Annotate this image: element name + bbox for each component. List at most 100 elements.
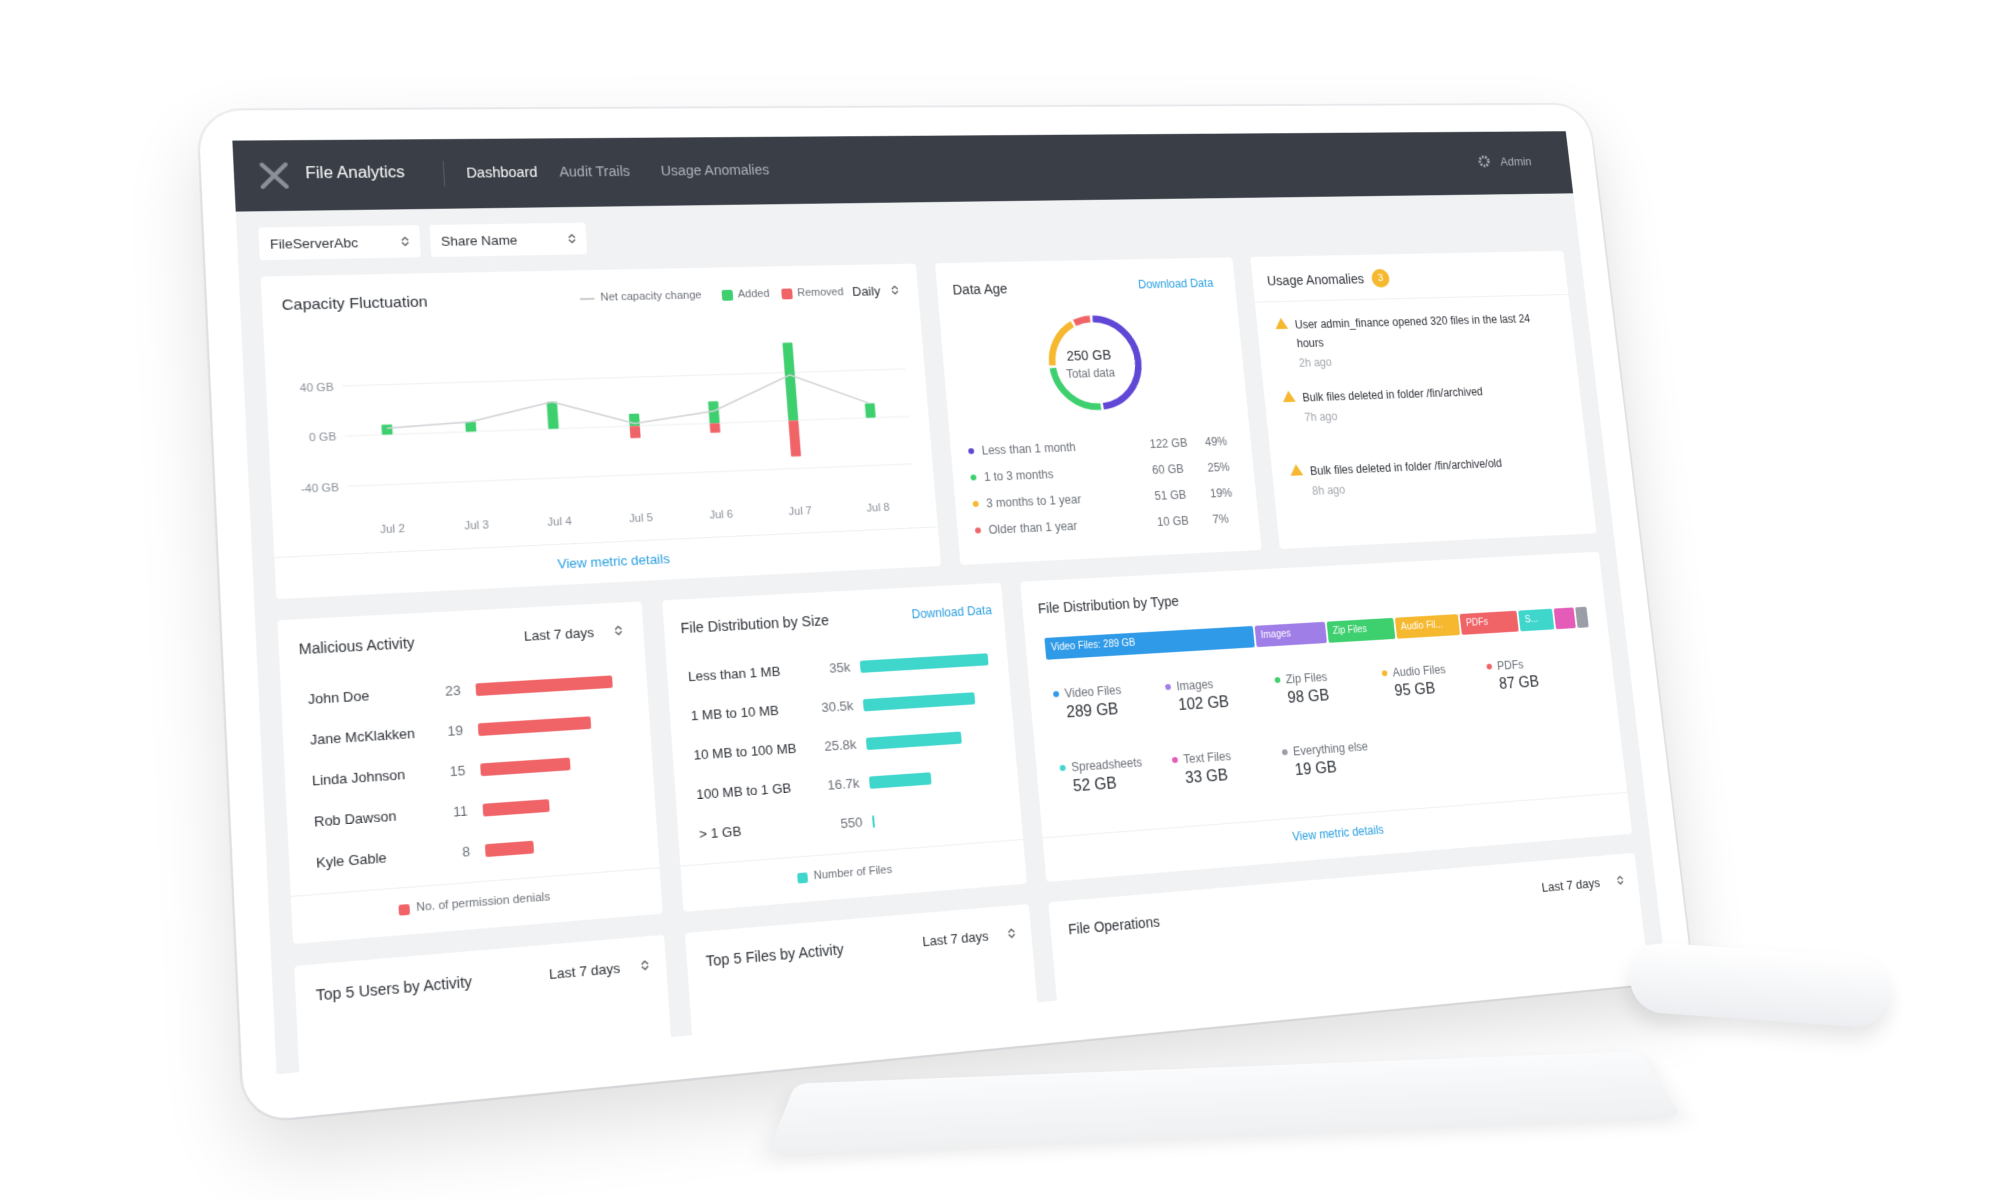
- age-label: Less than 1 month: [981, 440, 1077, 458]
- size-label: > 1 GB: [698, 823, 742, 842]
- stack-segment: Images: [1254, 621, 1327, 648]
- removed-bar: [788, 420, 802, 457]
- bar: [484, 840, 534, 858]
- nav-link[interactable]: Usage Anomalies: [660, 161, 770, 179]
- legend-label: Removed: [796, 286, 844, 300]
- chart-svg: [567, 233, 576, 245]
- stack-segment: PDFs: [1459, 610, 1520, 635]
- type-value: 19 GB: [1294, 759, 1338, 780]
- user-name: Jane McKlakken: [309, 725, 416, 748]
- bar: [859, 653, 989, 673]
- brand: File Analytics: [304, 164, 406, 183]
- type-value: 95 GB: [1393, 680, 1437, 700]
- type-value: 52 GB: [1072, 775, 1118, 796]
- x-tick-label: Jul 5: [629, 512, 654, 525]
- card-title: Malicious Activity: [298, 634, 416, 658]
- logo: [262, 164, 287, 186]
- stack-segment: Video Files: 289 GB: [1044, 625, 1255, 660]
- legend-dot: [970, 474, 977, 481]
- mouse: [1627, 941, 1893, 1029]
- count-label: 8: [461, 843, 471, 860]
- user-name: Rob Dawson: [313, 807, 397, 830]
- nav-divider: [442, 160, 446, 187]
- bar: [477, 716, 592, 737]
- activity-card: File Operations Last 7 days: [1048, 852, 1649, 1026]
- divider: [680, 838, 1024, 867]
- age-size: 122 GB: [1149, 436, 1188, 451]
- segment-label: Images: [1260, 628, 1292, 642]
- user-name: Kyle Gable: [315, 849, 388, 871]
- size-label: 1 MB to 10 MB: [690, 702, 780, 724]
- legend-dot: [1052, 690, 1060, 698]
- link[interactable]: Download Data: [1137, 276, 1214, 292]
- legend-swatch: [797, 872, 809, 884]
- age-size: 10 GB: [1156, 513, 1190, 529]
- anomalies-card: Usage Anomalies 3 User admin_finance opene…: [1250, 250, 1597, 550]
- bar: [872, 815, 876, 828]
- bar: [475, 675, 613, 697]
- stack-segment: Zip Files: [1326, 617, 1395, 643]
- x-tick-label: Jul 8: [866, 502, 890, 515]
- nav-link[interactable]: Audit Trails: [558, 163, 631, 180]
- chart-svg: [640, 959, 649, 973]
- type-name: Images: [1175, 677, 1214, 694]
- period-select[interactable]: Last 7 days: [1540, 875, 1601, 895]
- legend-label: Net capacity change: [600, 289, 702, 304]
- keyboard: [766, 1051, 1683, 1156]
- link[interactable]: Download Data: [911, 603, 993, 622]
- age-label: 3 months to 1 year: [985, 492, 1082, 511]
- added-bar: [546, 401, 559, 429]
- activity-card: Top 5 Users by Activity Last 7 days: [294, 934, 673, 1075]
- period-select[interactable]: Last 7 days: [548, 959, 621, 983]
- period-select[interactable]: Daily: [851, 283, 881, 299]
- filter-text: Share Name: [440, 232, 518, 249]
- card-title: Data Age: [951, 280, 1009, 298]
- x-tick-label: Jul 4: [547, 516, 572, 529]
- age-size: 51 GB: [1153, 487, 1187, 503]
- type-value: 98 GB: [1286, 687, 1330, 707]
- anomaly-text: Bulk files deleted in folder /fin/archiv…: [1309, 456, 1503, 478]
- period-select[interactable]: Last 7 days: [921, 928, 990, 950]
- nav-link[interactable]: Dashboard: [465, 164, 538, 181]
- grid-line: [348, 464, 913, 486]
- chart-svg: [401, 235, 410, 247]
- card-title: Top 5 Files by Activity: [705, 940, 845, 970]
- age-label: Older than 1 year: [988, 519, 1078, 537]
- bar: [480, 757, 571, 777]
- filter-select[interactable]: Share Name: [429, 222, 588, 258]
- sort-icon: [402, 237, 409, 245]
- card-title: Capacity Fluctuation: [281, 293, 429, 315]
- count-label: 19: [446, 722, 464, 740]
- legend-dot: [968, 448, 975, 455]
- legend-dot: [1164, 683, 1172, 691]
- segment-label: Video Files: 289 GB: [1050, 637, 1136, 654]
- period-select[interactable]: Last 7 days: [523, 624, 595, 644]
- type-name: Text Files: [1182, 749, 1232, 767]
- type-name: Everything else: [1292, 739, 1369, 759]
- divider: [1254, 293, 1569, 303]
- chart-svg: [1274, 317, 1289, 330]
- count-label: 23: [444, 682, 462, 699]
- chart-svg: [614, 624, 623, 637]
- chart-svg: [891, 284, 900, 296]
- added-bar: [864, 403, 876, 418]
- count-label: 25.8k: [823, 736, 857, 754]
- count-label: 16.7k: [826, 775, 860, 793]
- user-menu[interactable]: Admin: [1499, 154, 1533, 169]
- age-percent: 7%: [1211, 512, 1230, 527]
- legend-dot: [1281, 749, 1288, 756]
- y-tick-label: 40 GB: [300, 381, 334, 394]
- link[interactable]: View metric details: [1291, 822, 1385, 844]
- user-name: Linda Johnson: [311, 766, 406, 789]
- user-name: John Doe: [307, 687, 370, 708]
- legend-dot: [974, 527, 982, 534]
- y-tick-label: 0 GB: [309, 431, 337, 444]
- monitor: File Analytics Dashboard Audit Trails Usage…: [198, 104, 1693, 1123]
- age-percent: 25%: [1206, 460, 1231, 475]
- legend-label: No. of permission denials: [415, 890, 551, 915]
- segment-label: Audio Fil...: [1400, 619, 1444, 633]
- filter-select[interactable]: FileServerAbc: [258, 225, 421, 261]
- type-value: 33 GB: [1184, 767, 1229, 788]
- link[interactable]: View metric details: [557, 550, 671, 572]
- badge: 3: [1370, 268, 1391, 288]
